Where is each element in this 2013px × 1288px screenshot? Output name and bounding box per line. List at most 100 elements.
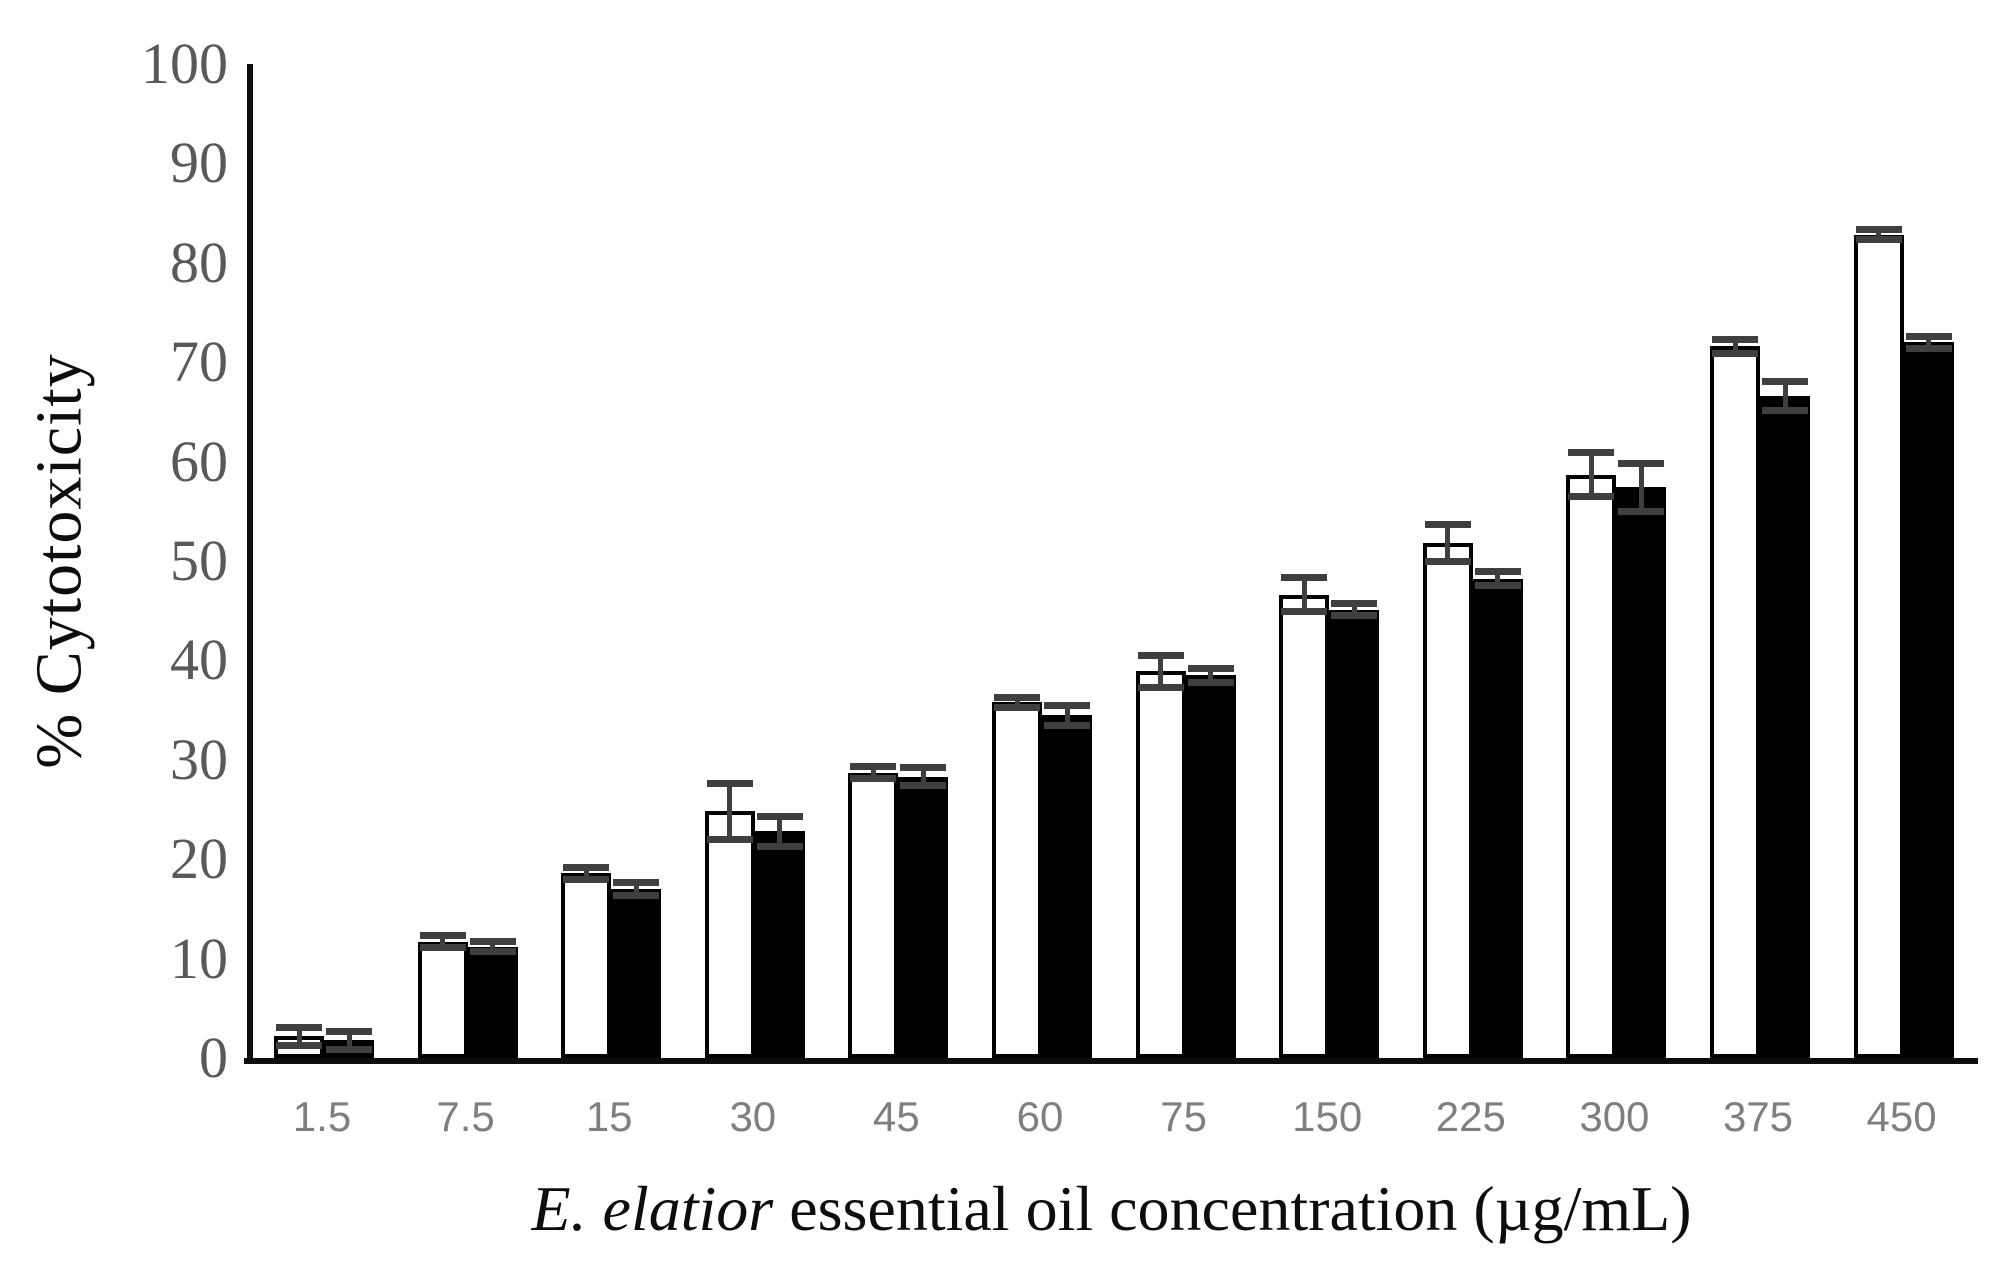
error-bar-cap-bottom (1568, 492, 1615, 500)
x-tick-label: 375 (1722, 1093, 1794, 1140)
y-tick-label: 30 (170, 726, 228, 792)
error-bar-cap-bottom (1281, 608, 1328, 616)
bar-white-bars (704, 811, 755, 1058)
error-bar-cap-top (326, 1027, 372, 1035)
error-bar-cap-top (1905, 332, 1952, 340)
error-bar-cap-top (1187, 664, 1234, 672)
bar-white-bars (417, 941, 468, 1058)
error-bar-cap-top (1281, 574, 1328, 582)
error-bar-line (1782, 381, 1788, 411)
error-bar-line (1301, 577, 1307, 612)
error-bar-cap-top (1855, 226, 1902, 234)
error-bar-line (1351, 603, 1357, 616)
bar-black-bars (467, 946, 518, 1058)
bar-white-bars (561, 873, 612, 1058)
bar-white-bars (1422, 543, 1473, 1058)
y-tick-label: 100 (141, 31, 228, 96)
error-bar-line (1638, 463, 1644, 512)
y-tick-label: 50 (170, 528, 228, 593)
error-bar-cap-bottom (1137, 683, 1184, 691)
error-bar-cap-top (419, 932, 466, 940)
x-tick-label: 1.5 (292, 1093, 352, 1140)
error-bar-cap-top (1762, 377, 1808, 385)
error-bar-line (440, 935, 446, 948)
error-bar-cap-bottom (326, 1045, 372, 1053)
error-bar-cap-top (1331, 600, 1378, 608)
error-bar-line (1158, 655, 1164, 688)
error-bar-cap-top (613, 878, 660, 886)
error-bar-cap-bottom (563, 875, 610, 883)
x-tick-label: 45 (873, 1093, 920, 1140)
error-bar-line (296, 1027, 302, 1046)
y-tick-label: 90 (170, 130, 228, 196)
y-tick-label: 10 (170, 925, 228, 991)
error-bar-line (727, 783, 733, 840)
y-axis-line (247, 64, 253, 1064)
error-bar-cap-top (563, 863, 610, 871)
error-bar-cap-top (1044, 701, 1090, 709)
error-bar-cap-top (706, 780, 753, 788)
bar-white-bars (1566, 474, 1617, 1058)
error-bar-cap-bottom (1855, 236, 1902, 244)
error-bar-cap-bottom (1712, 349, 1758, 357)
x-tick-label: 7.5 (436, 1093, 495, 1140)
error-bar-cap-top (1474, 568, 1521, 576)
error-bar-cap-bottom (1424, 558, 1471, 566)
x-tick-label: 60 (1016, 1093, 1064, 1140)
y-tick-label: 80 (170, 229, 228, 295)
bar-black-bars (1329, 609, 1380, 1058)
x-axis-line (244, 1058, 1978, 1064)
bar-black-bars (1185, 675, 1236, 1058)
error-bar-line (346, 1031, 352, 1050)
error-bar-line (1495, 571, 1501, 586)
bar-black-bars (1472, 578, 1523, 1058)
error-bar-cap-top (994, 693, 1040, 701)
error-bar-line (1588, 452, 1594, 497)
error-bar-cap-bottom (756, 842, 803, 850)
error-bar-cap-top (1712, 335, 1758, 343)
error-bar-cap-bottom (1331, 612, 1378, 620)
error-bar-cap-bottom (1762, 407, 1808, 415)
bar-black-bars (1903, 342, 1954, 1058)
error-bar-line (490, 941, 496, 952)
error-bar-line (633, 882, 639, 896)
error-bar-line (1208, 668, 1214, 683)
x-tick-label: 300 (1579, 1093, 1650, 1140)
bar-black-bars (611, 889, 662, 1058)
error-bar-cap-bottom (276, 1041, 322, 1049)
y-tick-label: 40 (170, 627, 228, 693)
x-tick-label: 450 (1866, 1093, 1937, 1140)
error-bar-cap-top (850, 763, 897, 771)
error-bar-line (1445, 524, 1451, 562)
error-bar-cap-top (756, 812, 803, 820)
y-tick-label: 60 (170, 428, 228, 494)
y-tick-label: 70 (170, 329, 228, 395)
x-tick-label: 30 (729, 1093, 777, 1140)
error-bar-cap-bottom (469, 948, 516, 956)
x-axis-title-rest: essential oil concentration (µg/mL) (773, 1173, 1692, 1244)
x-tick-label: 75 (1160, 1093, 1207, 1140)
x-tick-label: 150 (1292, 1093, 1363, 1140)
bar-white-bars (1710, 346, 1760, 1058)
error-bar-cap-bottom (1905, 344, 1952, 352)
error-bar-cap-top (1568, 449, 1615, 457)
error-bar-cap-bottom (1618, 507, 1665, 515)
bar-white-bars (848, 772, 899, 1058)
error-bar-cap-bottom (994, 703, 1040, 711)
bar-black-bars (1042, 715, 1092, 1058)
error-bar-line (777, 816, 783, 847)
error-bar-cap-bottom (613, 892, 660, 900)
error-bar-cap-bottom (706, 835, 753, 843)
x-axis-title-species: E. elatior (531, 1173, 774, 1244)
x-tick-label: 15 (585, 1093, 633, 1140)
error-bar-line (1732, 339, 1738, 354)
error-bar-cap-top (1424, 520, 1471, 528)
error-bar-line (1926, 336, 1932, 349)
error-bar-line (1876, 229, 1882, 240)
error-bar-line (870, 766, 876, 779)
bar-white-bars (1279, 594, 1330, 1058)
bar-black-bars (754, 831, 805, 1058)
error-bar-cap-top (469, 938, 516, 946)
error-bar-line (1014, 697, 1020, 708)
